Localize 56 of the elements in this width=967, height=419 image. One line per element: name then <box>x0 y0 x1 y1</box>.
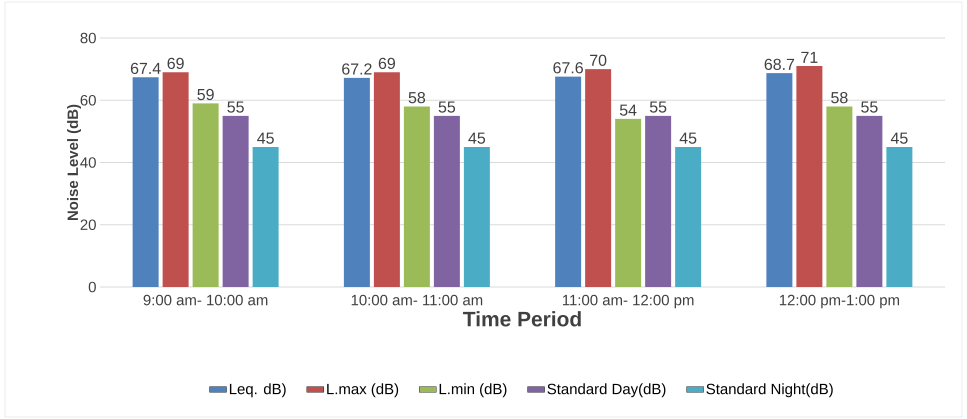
data-label: 45 <box>680 132 696 144</box>
bar <box>252 146 279 287</box>
data-label: 69 <box>378 58 395 70</box>
x-axis-title: Time Period <box>463 311 581 327</box>
data-label: 68.7 <box>764 58 794 70</box>
bar <box>615 118 642 287</box>
x-tick-label: 10:00 am- 11:00 am <box>352 294 482 306</box>
data-label: 55 <box>227 101 244 113</box>
bar <box>856 116 882 287</box>
data-label: 69 <box>168 58 184 70</box>
bar <box>374 72 400 287</box>
bar <box>766 73 792 287</box>
y-tick-label: 20 <box>80 219 96 230</box>
bar <box>826 106 852 287</box>
bar <box>585 69 612 287</box>
bar <box>464 146 490 287</box>
bar <box>886 146 912 287</box>
legend-label: Standard Night(dB) <box>706 383 833 398</box>
bar <box>222 116 249 287</box>
data-label: 45 <box>890 132 908 144</box>
data-label: 54 <box>620 104 637 116</box>
legend-label: Standard Day(dB) <box>547 383 666 398</box>
legend-label: Leq. dB) <box>230 383 286 398</box>
y-axis-title: Noise Level (dB) <box>67 104 82 220</box>
data-label: 58 <box>831 92 848 104</box>
bar <box>434 116 460 287</box>
x-tick-label: 9:00 am- 10:00 am <box>144 294 268 306</box>
y-tick-label: 0 <box>88 282 96 292</box>
bar <box>192 103 219 287</box>
legend-label: L.min (dB) <box>440 383 506 398</box>
bar <box>645 116 672 287</box>
data-label: 45 <box>468 132 486 144</box>
bar <box>555 76 582 287</box>
data-label: 67.6 <box>553 62 583 74</box>
data-label: 45 <box>257 132 274 144</box>
data-label: 67.4 <box>130 62 161 74</box>
bar <box>675 146 702 287</box>
x-tick-label: 12:00 pm-1:00 pm <box>780 294 899 308</box>
y-tick-label: 40 <box>80 157 96 168</box>
data-label: 71 <box>801 52 818 63</box>
bar <box>404 106 430 287</box>
data-label: 55 <box>650 101 666 113</box>
bar <box>344 78 370 287</box>
data-label: 55 <box>438 101 456 113</box>
y-tick-label: 80 <box>80 32 96 44</box>
data-label: 55 <box>861 101 878 113</box>
data-label: 67.2 <box>342 63 372 75</box>
bar <box>796 66 822 287</box>
x-tick-label: 11:00 am- 12:00 pm <box>562 294 694 308</box>
y-tick-label: 60 <box>80 94 96 106</box>
data-label: 59 <box>197 88 214 100</box>
bar <box>162 72 189 287</box>
bar <box>132 77 159 287</box>
legend-label: L.max (dB) <box>327 383 398 398</box>
data-label: 58 <box>408 92 426 104</box>
data-label: 70 <box>590 54 606 66</box>
